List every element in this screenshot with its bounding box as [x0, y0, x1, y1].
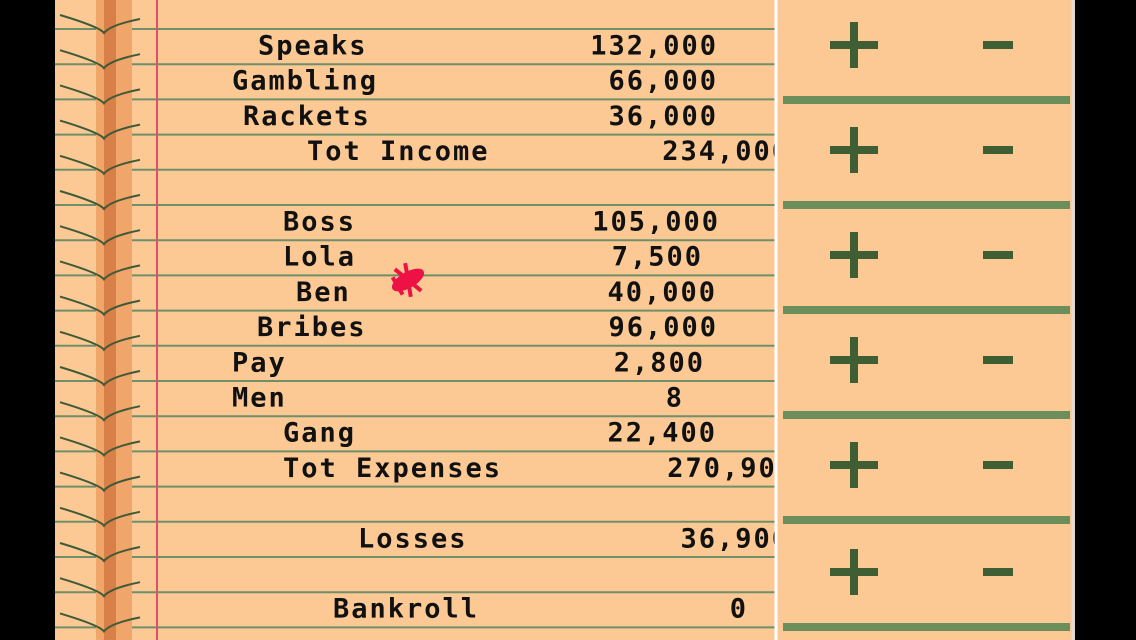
row-label: Pay — [232, 347, 287, 378]
plus-v — [850, 127, 858, 173]
bug-cursor — [390, 262, 425, 298]
minus-button[interactable] — [983, 461, 1013, 469]
row-label: Bribes — [257, 312, 367, 343]
spiral-ring — [59, 84, 141, 106]
row-label: Tot Expenses — [283, 453, 502, 484]
spiral-ring — [59, 119, 141, 141]
plus-v — [850, 337, 858, 383]
spiral-ring — [59, 577, 141, 598]
spiral-ring — [59, 471, 141, 493]
plus-button[interactable] — [830, 22, 878, 68]
minus-bar — [983, 41, 1013, 49]
row-label: Ben — [296, 277, 351, 308]
row-label: Losses — [358, 523, 468, 554]
minus-button[interactable] — [983, 146, 1013, 154]
spiral-ring — [59, 225, 141, 246]
row-value: 0 — [730, 594, 748, 625]
spiral-ring — [59, 190, 141, 211]
row-value: 66,000 — [608, 66, 718, 97]
row-label: Speaks — [258, 31, 368, 62]
separator — [783, 516, 1070, 524]
bug-legs — [390, 262, 423, 298]
plus-button[interactable] — [830, 337, 878, 383]
row-value: 36,900 — [680, 523, 790, 554]
separator — [783, 623, 1070, 631]
spiral-rings — [59, 14, 141, 634]
row-value: 132,000 — [590, 31, 718, 62]
spiral-ring — [59, 330, 141, 352]
adjust-buttons — [783, 22, 1070, 631]
spiral-ring — [59, 49, 141, 70]
row-value: 270,900 — [667, 453, 795, 484]
row-value: 234,000 — [662, 136, 790, 167]
minus-bar — [983, 356, 1013, 364]
spiral-ring — [59, 401, 141, 422]
spiral-ring — [59, 295, 141, 317]
separator — [783, 96, 1070, 104]
plus-button[interactable] — [830, 127, 878, 173]
row-label: Men — [232, 383, 287, 414]
row-value: 36,000 — [608, 101, 718, 132]
plus-v — [850, 232, 858, 278]
row-value: 7,500 — [612, 242, 703, 273]
ledger-rows: Speaks 132,000 Gambling 66,000 Rackets 36,000… — [232, 31, 795, 625]
separator — [783, 411, 1070, 419]
ledger-paper — [55, 0, 775, 640]
row-label: Gang — [283, 418, 356, 449]
minus-button[interactable] — [983, 41, 1013, 49]
spiral-ring — [59, 14, 141, 35]
spiral-ring — [59, 366, 141, 387]
plus-v — [850, 549, 858, 595]
row-label: Boss — [283, 207, 356, 238]
row-label: Lola — [283, 242, 356, 273]
spiral-ring — [59, 154, 141, 176]
minus-bar — [983, 146, 1013, 154]
row-value: 2,800 — [614, 347, 705, 378]
spiral-ring — [59, 506, 141, 528]
spiral-ring — [59, 612, 141, 634]
minus-button[interactable] — [983, 568, 1013, 576]
plus-button[interactable] — [830, 232, 878, 278]
spiral-ring — [59, 260, 141, 282]
row-label: Bankroll — [333, 594, 479, 625]
button-panel — [775, 0, 1075, 640]
plus-v — [850, 22, 858, 68]
spiral-ring — [59, 542, 141, 563]
row-value: 105,000 — [592, 207, 720, 238]
separator — [783, 306, 1070, 314]
minus-button[interactable] — [983, 251, 1013, 259]
separator — [783, 201, 1070, 209]
spiral-ring — [59, 436, 141, 458]
plus-v — [850, 442, 858, 488]
minus-button[interactable] — [983, 356, 1013, 364]
plus-button[interactable] — [830, 442, 878, 488]
row-label: Gambling — [232, 66, 378, 97]
row-value: 96,000 — [608, 312, 718, 343]
minus-bar — [983, 568, 1013, 576]
minus-bar — [983, 461, 1013, 469]
row-value: 8 — [666, 383, 684, 414]
spiral-binding-shadow — [104, 0, 116, 640]
row-value: 40,000 — [607, 277, 717, 308]
row-label: Tot Income — [307, 136, 490, 167]
row-label: Rackets — [243, 101, 371, 132]
row-value: 22,400 — [607, 418, 717, 449]
plus-button[interactable] — [830, 549, 878, 595]
minus-bar — [983, 251, 1013, 259]
